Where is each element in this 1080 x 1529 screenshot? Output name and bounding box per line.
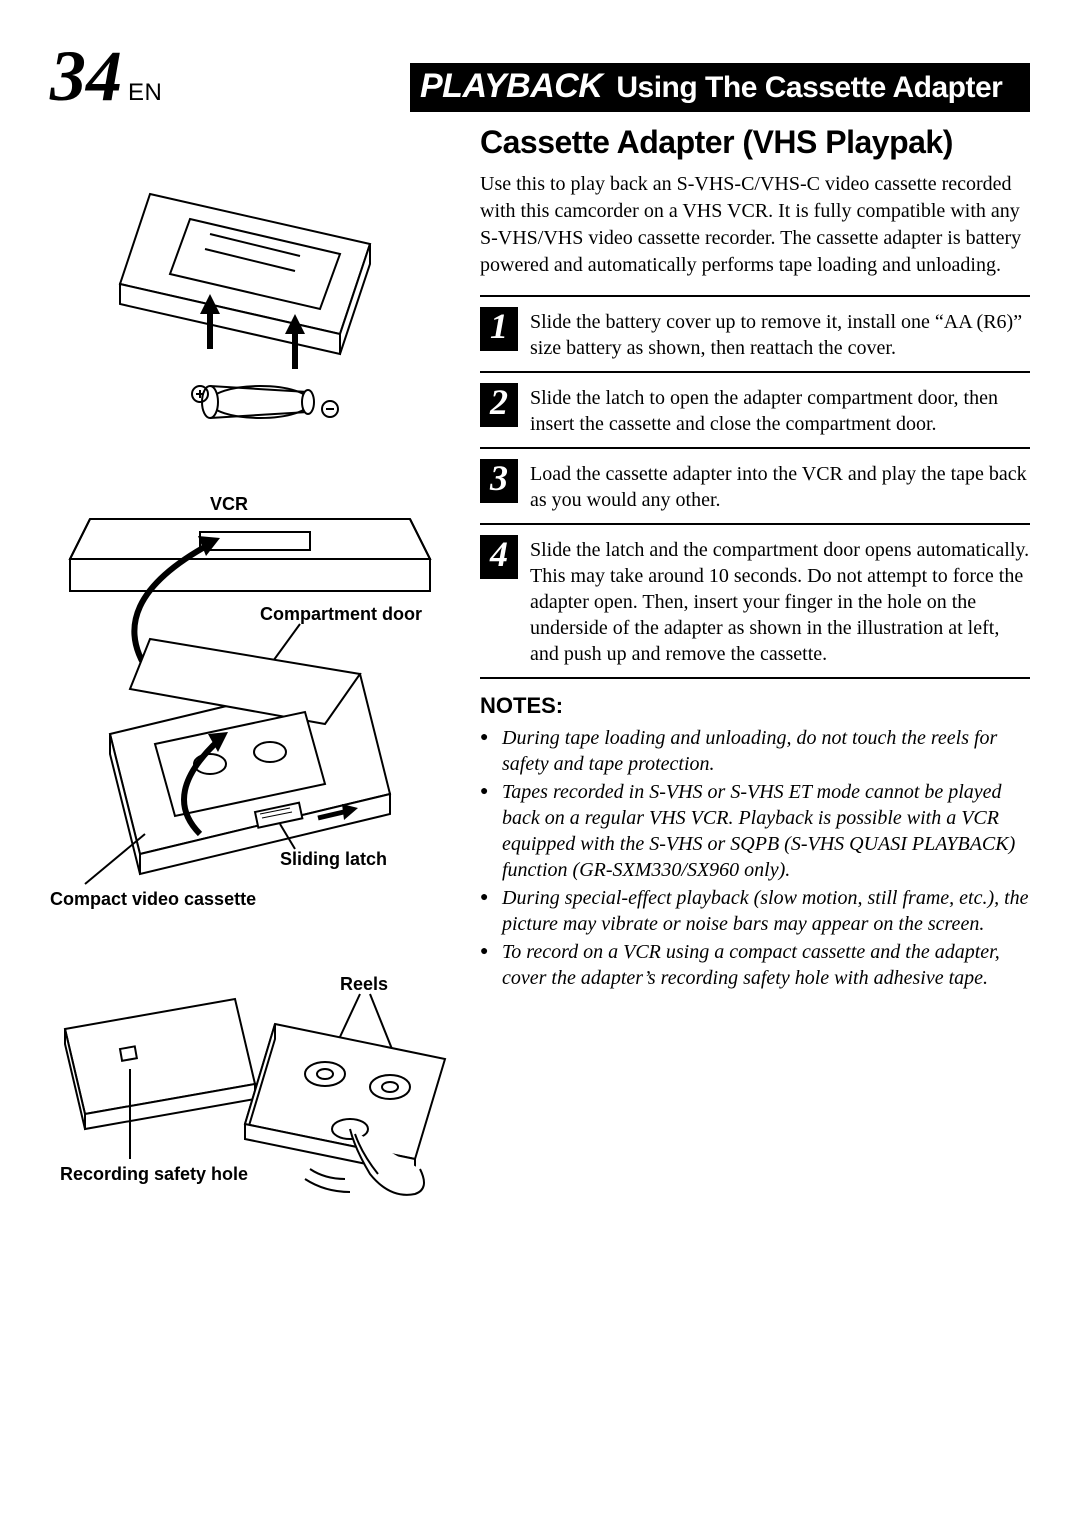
step-text: Load the cassette adapter into the VCR a… [530, 459, 1030, 513]
note-item: During tape loading and unloading, do no… [480, 725, 1030, 777]
step-3: 3 Load the cassette adapter into the VCR… [480, 447, 1030, 523]
compact-cassette-label: Compact video cassette [50, 889, 256, 910]
step-text: Slide the latch and the compartment door… [530, 535, 1030, 667]
vcr-diagram-icon [50, 464, 450, 934]
section-header-bar: PLAYBACK Using The Cassette Adapter [410, 63, 1030, 112]
reels-illustration: Reels Recording safety hole [50, 974, 450, 1224]
step-4: 4 Slide the latch and the compartment do… [480, 523, 1030, 679]
step-number: 2 [480, 383, 518, 427]
content-columns: VCR Compartment door Sliding latch Compa… [50, 124, 1030, 1254]
step-text: Slide the battery cover up to remove it,… [530, 307, 1030, 361]
notes-list: During tape loading and unloading, do no… [480, 725, 1030, 991]
recording-hole-label: Recording safety hole [60, 1164, 248, 1185]
steps-list: 1 Slide the battery cover up to remove i… [480, 295, 1030, 679]
compartment-door-label: Compartment door [260, 604, 422, 625]
page-lang: EN [128, 79, 162, 107]
battery-install-illustration [50, 164, 450, 434]
section-title: Cassette Adapter (VHS Playpak) [480, 124, 1030, 161]
intro-paragraph: Use this to play back an S-VHS-C/VHS-C v… [480, 171, 1030, 279]
note-item: To record on a VCR using a compact casse… [480, 939, 1030, 991]
header-category: PLAYBACK [420, 67, 602, 106]
vcr-adapter-illustration: VCR Compartment door Sliding latch Compa… [50, 464, 450, 944]
step-1: 1 Slide the battery cover up to remove i… [480, 295, 1030, 371]
reels-label: Reels [340, 974, 388, 995]
page-number-block: 34 EN [50, 40, 162, 112]
page-number: 34 [50, 40, 122, 112]
header-title: Using The Cassette Adapter [616, 71, 1002, 105]
step-number: 1 [480, 307, 518, 351]
note-item: Tapes recorded in S-VHS or S-VHS ET mode… [480, 779, 1030, 883]
step-2: 2 Slide the latch to open the adapter co… [480, 371, 1030, 447]
illustrations-column: VCR Compartment door Sliding latch Compa… [50, 124, 450, 1254]
reels-diagram-icon [50, 974, 450, 1224]
step-text: Slide the latch to open the adapter comp… [530, 383, 1030, 437]
vcr-label: VCR [210, 494, 248, 515]
step-number: 4 [480, 535, 518, 579]
text-column: Cassette Adapter (VHS Playpak) Use this … [480, 124, 1030, 1254]
notes-heading: NOTES: [480, 693, 1030, 719]
battery-diagram-icon [50, 164, 450, 434]
note-item: During special-effect playback (slow mot… [480, 885, 1030, 937]
step-number: 3 [480, 459, 518, 503]
page-header: 34 EN PLAYBACK Using The Cassette Adapte… [50, 40, 1030, 112]
sliding-latch-label: Sliding latch [280, 849, 387, 870]
